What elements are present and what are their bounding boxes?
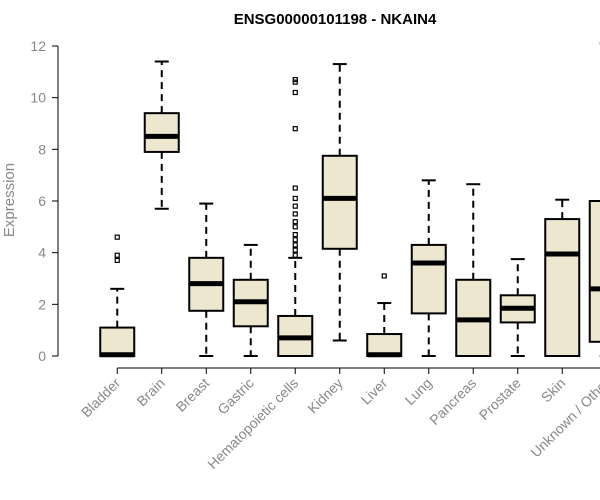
y-tick-label: 2	[38, 296, 46, 312]
box-skin	[544, 198, 581, 357]
box-breast	[188, 202, 225, 357]
y-tick-label: 10	[30, 90, 46, 106]
outlier-point	[292, 224, 298, 230]
box-pancreas	[455, 183, 492, 357]
outlier-point	[292, 219, 298, 225]
box-unknown-other	[588, 42, 600, 357]
outlier-point	[292, 247, 298, 253]
box-iqr	[588, 200, 600, 343]
box-iqr	[410, 243, 447, 315]
x-tick-label: Kidney	[304, 375, 346, 417]
box-iqr	[99, 326, 136, 358]
outlier-point	[292, 203, 298, 209]
x-tick-label: Gastric	[214, 375, 257, 418]
x-tick-label: Skin	[538, 375, 569, 406]
outlier-point	[114, 252, 120, 258]
outlier-point	[114, 257, 120, 264]
outlier-point	[381, 273, 387, 279]
box-lung	[410, 179, 447, 357]
box-hematopoietic-cells	[277, 76, 314, 358]
y-tick-label: 4	[38, 245, 46, 261]
box-iqr	[544, 218, 581, 357]
outlier-point	[292, 76, 298, 83]
box-brain	[143, 60, 180, 210]
outlier-point	[292, 252, 298, 258]
y-tick-label: 8	[38, 141, 46, 157]
x-tick-label: Bladder	[78, 375, 124, 421]
box-iqr	[143, 112, 180, 153]
box-gastric	[232, 243, 269, 357]
x-tick-label: Liver	[358, 375, 391, 408]
y-tick-label: 6	[38, 193, 46, 209]
x-tick-label: Brain	[133, 375, 167, 409]
box-bladder	[99, 234, 136, 358]
box-iqr	[321, 154, 358, 250]
x-tick-label: Prostate	[476, 375, 524, 423]
box-liver	[366, 273, 403, 358]
y-tick-label: 12	[30, 38, 46, 54]
outlier-point	[292, 126, 298, 132]
outlier-point	[292, 211, 298, 217]
x-tick-label: Lung	[402, 375, 435, 408]
chart-title: ENSG00000101198 - NKAIN4	[234, 11, 437, 28]
boxes	[99, 42, 600, 358]
y-tick-label: 0	[38, 348, 46, 364]
outlier-point	[292, 237, 298, 243]
x-tick-label: Pancreas	[426, 375, 479, 428]
y-axis: 0 2 4 6 8 10 12	[30, 38, 59, 364]
outlier-point	[292, 185, 298, 191]
box-prostate	[499, 258, 536, 357]
outlier-point	[292, 231, 298, 238]
box-kidney	[321, 63, 358, 342]
y-axis-label: Expression	[1, 163, 18, 237]
outlier-point	[292, 242, 298, 248]
outlier-point	[292, 89, 298, 96]
outlier-point	[114, 234, 120, 240]
x-tick-label: Breast	[172, 375, 212, 415]
outlier-point	[292, 195, 298, 202]
